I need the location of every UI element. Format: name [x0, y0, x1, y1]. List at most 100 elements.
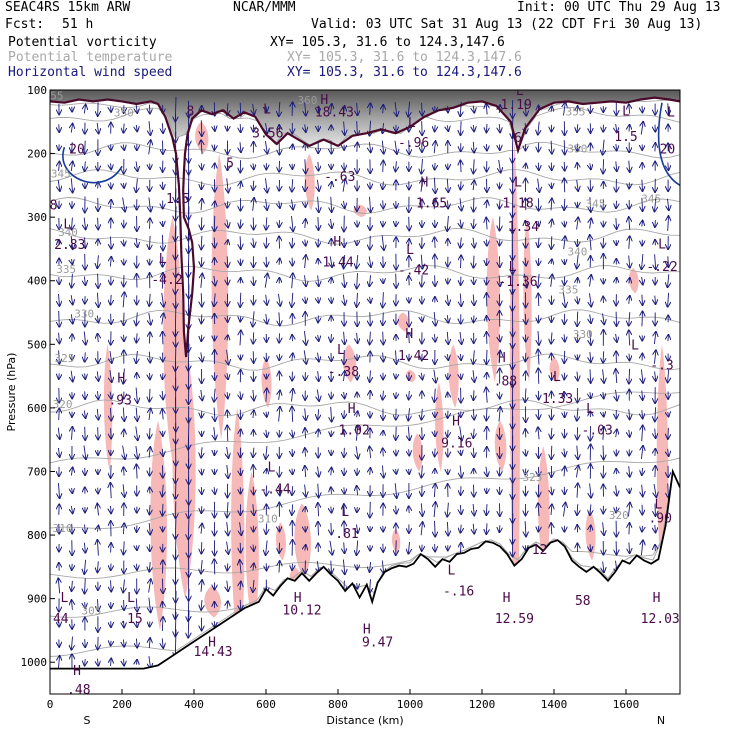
pressure-extremum-label: H [363, 623, 371, 638]
wind-vector [162, 234, 163, 250]
wind-vector [409, 449, 410, 455]
theta-contour [50, 481, 680, 657]
wind-vector [59, 162, 60, 171]
contour-value-label: .15 [119, 612, 142, 627]
wind-vector [214, 621, 215, 627]
wind-vector [214, 407, 215, 422]
wind-vector [227, 522, 229, 535]
contour-value-label: -.03 [582, 424, 613, 439]
wind-vector [279, 485, 280, 496]
wind-vector [447, 502, 448, 517]
wind-vector [214, 559, 215, 575]
wind-vector [525, 164, 526, 169]
wind-vector [175, 482, 176, 498]
wind-vector [162, 273, 163, 289]
wind-vector [58, 427, 59, 439]
y-tick-label: 200 [27, 148, 47, 161]
wind-vector [331, 182, 332, 189]
wind-vector [357, 102, 358, 115]
wind-vector [331, 104, 332, 115]
wind-vector [603, 427, 604, 440]
wind-vector [150, 372, 151, 379]
wind-vector [84, 276, 85, 285]
wind-vector [85, 426, 86, 440]
wind-vector [201, 506, 202, 513]
wind-vector [382, 235, 384, 250]
wind-vector [396, 392, 397, 398]
y-tick-label: 800 [27, 529, 47, 542]
wind-vector [525, 468, 526, 475]
wind-vector [538, 503, 539, 517]
wind-vector [629, 409, 630, 419]
theta-label: 350 [567, 142, 587, 155]
theta-label: 325 [54, 352, 74, 365]
wind-vector [473, 390, 474, 400]
wind-vector [201, 600, 202, 610]
model-title: SEAC4RS 15km ARW [5, 0, 131, 15]
wind-vector [227, 372, 228, 379]
wind-vector [124, 239, 125, 246]
wind-vector [357, 273, 358, 288]
field-label-pv: Potential vorticity [8, 35, 157, 50]
wind-vector [577, 504, 578, 515]
wind-vector [370, 370, 371, 382]
wind-vector [201, 447, 202, 457]
wind-vector [629, 278, 630, 284]
wind-vector [214, 163, 215, 170]
wind-vector [525, 102, 527, 116]
pv-shade-region [172, 331, 196, 599]
wind-speed-contour [657, 102, 680, 187]
wind-vector [201, 140, 202, 155]
terrain [50, 468, 680, 694]
wind-vector [97, 255, 98, 268]
wind-vector [253, 465, 254, 478]
wind-vector [357, 143, 358, 152]
wind-vector [461, 255, 462, 269]
field-xy-pv: XY= 105.3, 31.6 to 124.3,147.6 [270, 35, 505, 50]
contour-value-label: 1.5 [614, 130, 637, 145]
wind-vector [85, 578, 86, 593]
contour-value-label: 12.59 [495, 612, 534, 627]
wind-vector [240, 124, 241, 132]
wind-vector [486, 388, 487, 403]
wind-vector [162, 123, 163, 133]
theta-label: 340 [58, 226, 78, 239]
wind-vector [641, 369, 643, 382]
wind-vector [357, 583, 358, 589]
wind-vector [435, 520, 436, 537]
wind-vector [460, 373, 461, 379]
wind-vector [499, 334, 500, 342]
wind-vector [460, 505, 461, 514]
field-label-theta: Potential temperature [8, 50, 173, 65]
wind-vector [616, 278, 617, 284]
wind-vector [84, 331, 86, 344]
wind-vector [461, 543, 462, 553]
wind-vector [149, 351, 150, 363]
wind-vector [629, 104, 630, 114]
wind-vector [266, 469, 267, 474]
wind-vector [71, 162, 72, 171]
wind-vector [136, 387, 137, 403]
wind-vector [603, 561, 604, 573]
wind-vector [227, 201, 228, 208]
wind-vector [370, 296, 371, 303]
x-tick-label: 400 [184, 698, 204, 711]
theta-label: 325 [522, 471, 542, 484]
wind-vector [124, 183, 125, 188]
wind-vector [58, 482, 59, 498]
wind-vector [227, 392, 228, 398]
wind-vector [499, 407, 500, 422]
wind-vector [162, 292, 164, 307]
wind-vector [97, 292, 98, 307]
wind-vector [201, 293, 202, 306]
wind-vector [214, 388, 215, 402]
wind-vector [85, 237, 86, 247]
wind-vector [136, 178, 137, 193]
wind-vector [564, 220, 565, 227]
wind-vector [344, 504, 345, 516]
wind-vector [370, 103, 371, 115]
wind-vector [655, 524, 656, 532]
wind-vector [344, 391, 345, 398]
wind-vector [408, 426, 409, 441]
wind-vector [162, 617, 163, 632]
